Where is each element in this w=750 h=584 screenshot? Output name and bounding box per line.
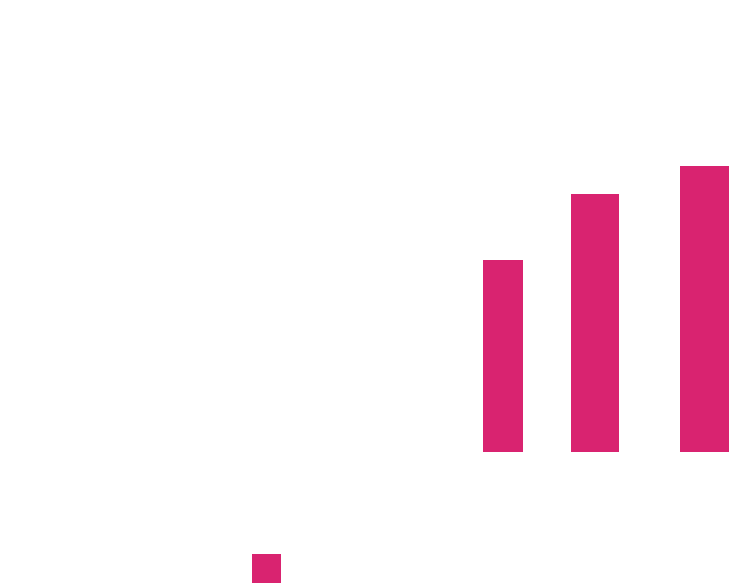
legend-swatch (252, 554, 281, 583)
bar-2 (571, 194, 619, 452)
bar-3 (680, 166, 729, 452)
bar-1 (483, 260, 523, 452)
legend (252, 554, 281, 583)
bar-group (483, 166, 729, 452)
